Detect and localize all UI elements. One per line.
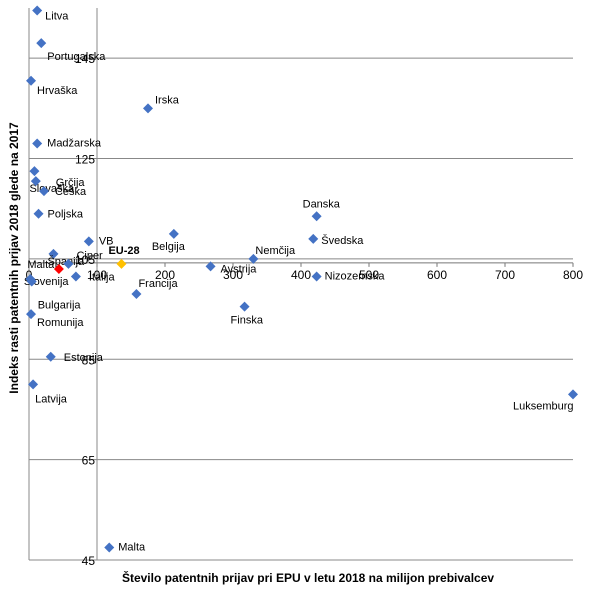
point-label: VB [99,235,114,247]
point-label: Nizozemska [325,270,386,282]
point-luksemburg [568,389,578,400]
point-label: Portugalska [47,51,106,63]
point-latvija [28,379,39,390]
y-tick-label: 145 [75,52,95,66]
point-label: Švedska [321,234,364,247]
y-axis-label: Indeks rasti patentnih prijav 2018 glede… [7,122,21,394]
point-estonija [45,351,56,362]
point-label: Italija [89,271,116,283]
point-italija [70,271,81,282]
point-eu-28 [116,258,127,269]
point-romunija [26,309,37,320]
x-tick-label: 400 [291,268,311,282]
data-points: LitvaPortugalskaHrvaškaIrskaMadžarskaSlo… [24,5,578,553]
point-švedska [308,233,319,244]
x-tick-label: 0 [26,268,33,282]
axes [28,262,574,267]
point-nemčija [248,253,259,264]
point-slovaška [29,166,40,177]
point-label: Latvija [35,393,68,405]
point-label: Francija [138,278,178,290]
x-tick-label: 100 [87,268,107,282]
point-label: Češka [55,185,87,198]
point-label: Litva [45,11,69,23]
point-label: Malta [118,541,146,553]
point-label: Malta [27,259,55,271]
point-nizozemska [311,271,322,282]
point-finska [239,301,250,312]
gridlines [28,8,573,561]
point-label: Poljska [48,209,84,221]
point-label: Madžarska [47,137,102,149]
x-tick-label: 500 [359,268,379,282]
y-tick-label: 105 [75,253,95,267]
point-ciper [63,258,74,269]
point-vb [83,236,94,247]
point-label: Luksemburg [513,400,574,412]
point-avstrija [205,261,216,272]
x-axis-label: Število patentnih prijav pri EPU v letu … [122,570,494,585]
point-label: Nemčija [255,245,296,257]
y-tick-label: 65 [82,454,96,468]
point-label: Avstrija [221,263,258,275]
point-francija [131,289,142,300]
point-label: Grčija [56,177,86,189]
point-irska [143,103,153,114]
point-danska [311,211,322,222]
point-bulgarija [26,276,37,287]
y-tick-label: 85 [82,353,96,367]
point-label: Irska [155,94,180,106]
x-tick-label: 600 [427,268,447,282]
point-label: Danska [303,198,341,210]
point-španija [48,248,59,259]
point-poljska [33,208,44,219]
point-portugalska [36,38,47,49]
x-tick-label: 300 [223,268,243,282]
point-label: Estonija [64,352,104,364]
tick-labels: 0 100 200 300 400 500 600 700 800 45 65 85 105 125 145 [26,52,584,568]
point-grčija [30,176,41,187]
x-tick-label: 700 [495,268,515,282]
y-tick-label: 45 [82,554,96,568]
point-label: Finska [231,315,264,327]
point-hrvaška [26,75,37,86]
point-madžarska [32,138,43,149]
point-belgija [168,228,179,239]
point-label: Bulgarija [38,299,82,311]
x-tick-label: 800 [563,268,583,282]
point-malta [104,542,115,553]
point-label: Romunija [37,317,84,329]
point-label: Hrvaška [37,85,78,97]
point-slovenija [53,263,64,274]
x-tick-label: 200 [155,268,175,282]
point-litva [32,5,43,16]
point-label: EU-28 [108,245,139,257]
y-tick-label: 125 [75,153,95,167]
point-češka [38,186,49,197]
point-label: Ciper [76,250,103,262]
point-label: Belgija [152,241,186,253]
